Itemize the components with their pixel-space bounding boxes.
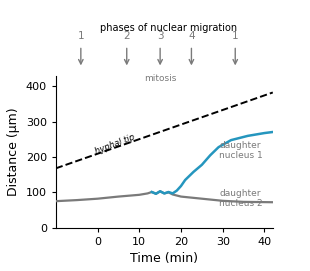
Text: hyphal tip: hyphal tip <box>93 133 136 156</box>
Text: 1: 1 <box>78 31 84 41</box>
Text: 2: 2 <box>123 31 130 41</box>
Text: phases of nuclear migration: phases of nuclear migration <box>100 23 237 33</box>
Text: mitosis: mitosis <box>144 74 176 83</box>
Text: 1: 1 <box>232 31 239 41</box>
Text: 3: 3 <box>157 31 163 41</box>
Text: daughter
nucleus 2: daughter nucleus 2 <box>219 189 263 208</box>
Text: 4: 4 <box>188 31 195 41</box>
Text: daughter
nucleus 1: daughter nucleus 1 <box>219 141 263 160</box>
X-axis label: Time (min): Time (min) <box>130 252 198 265</box>
Y-axis label: Distance (μm): Distance (μm) <box>7 107 20 196</box>
